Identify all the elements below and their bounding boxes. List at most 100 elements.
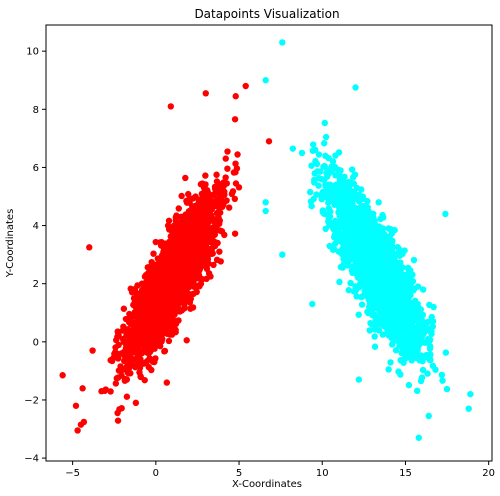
data-point — [102, 386, 109, 393]
data-point — [150, 301, 157, 308]
data-point — [396, 252, 404, 259]
data-point — [379, 322, 387, 329]
data-point — [355, 311, 362, 318]
data-point — [145, 338, 153, 345]
data-point — [353, 293, 360, 300]
data-point — [178, 292, 185, 299]
data-point — [347, 279, 354, 287]
data-point — [165, 217, 173, 225]
data-point — [115, 355, 122, 362]
data-point — [366, 327, 373, 334]
data-point — [216, 248, 223, 255]
data-point — [203, 186, 211, 194]
data-point — [198, 253, 206, 260]
data-point — [214, 219, 221, 227]
data-point — [164, 330, 171, 338]
data-point — [319, 207, 327, 214]
data-point — [166, 309, 173, 317]
data-point — [129, 348, 137, 356]
data-point — [426, 301, 433, 309]
data-point — [146, 349, 153, 356]
data-point — [289, 145, 297, 152]
data-point — [322, 225, 329, 233]
data-point — [231, 195, 239, 203]
data-point — [358, 301, 366, 308]
data-point — [189, 264, 196, 271]
data-point — [178, 192, 185, 200]
data-point — [162, 240, 170, 247]
data-point — [216, 201, 223, 208]
data-point — [202, 90, 209, 97]
data-point — [153, 286, 160, 294]
data-point — [123, 393, 131, 400]
data-point — [210, 191, 217, 199]
data-point — [157, 264, 164, 272]
data-point — [185, 190, 192, 198]
data-point — [225, 204, 233, 211]
data-point — [417, 377, 425, 385]
data-point — [183, 337, 190, 344]
data-point — [126, 341, 134, 348]
data-point — [411, 285, 418, 292]
data-point — [171, 273, 178, 280]
data-point — [189, 195, 197, 202]
data-point — [182, 285, 190, 292]
data-point — [348, 166, 356, 173]
data-point — [193, 288, 200, 296]
data-point — [164, 281, 172, 288]
data-point — [314, 168, 321, 175]
data-point — [335, 184, 343, 192]
data-point — [410, 256, 418, 264]
data-point — [127, 313, 134, 321]
data-point — [139, 336, 146, 343]
data-point — [335, 149, 343, 156]
data-point — [195, 275, 203, 282]
data-point — [309, 141, 317, 148]
data-point — [429, 318, 437, 325]
data-point — [321, 119, 328, 127]
data-point — [387, 359, 394, 366]
data-point — [89, 347, 96, 354]
data-point — [77, 421, 85, 428]
data-point — [352, 256, 360, 263]
data-point — [414, 329, 421, 336]
data-point — [368, 321, 376, 328]
data-point — [175, 205, 182, 212]
data-point — [154, 274, 162, 282]
data-point — [144, 264, 151, 271]
data-point — [414, 323, 422, 331]
data-point — [419, 366, 427, 374]
data-point — [124, 326, 131, 333]
data-point — [195, 202, 202, 209]
data-point — [202, 238, 209, 245]
data-point — [358, 186, 365, 193]
data-point — [125, 370, 132, 377]
data-point — [327, 208, 334, 215]
data-point — [321, 140, 328, 147]
data-point — [86, 244, 93, 251]
data-point — [308, 202, 315, 210]
data-point — [306, 188, 314, 196]
data-point — [114, 417, 122, 424]
data-point — [183, 214, 190, 222]
data-point — [235, 184, 243, 191]
data-point — [162, 263, 169, 270]
data-point — [337, 219, 345, 226]
data-point — [329, 158, 337, 165]
data-point — [375, 199, 382, 206]
data-point — [443, 385, 451, 393]
data-point — [204, 252, 211, 260]
data-point — [79, 385, 86, 392]
data-point — [184, 247, 191, 255]
data-point — [358, 261, 365, 268]
data-point — [222, 155, 229, 162]
data-point — [113, 350, 120, 357]
data-point — [175, 229, 182, 236]
data-point — [184, 268, 192, 275]
data-point — [369, 312, 376, 319]
data-point — [310, 195, 317, 203]
data-point — [210, 225, 217, 232]
data-point — [121, 350, 128, 358]
data-point — [331, 246, 338, 253]
data-point — [193, 270, 200, 277]
